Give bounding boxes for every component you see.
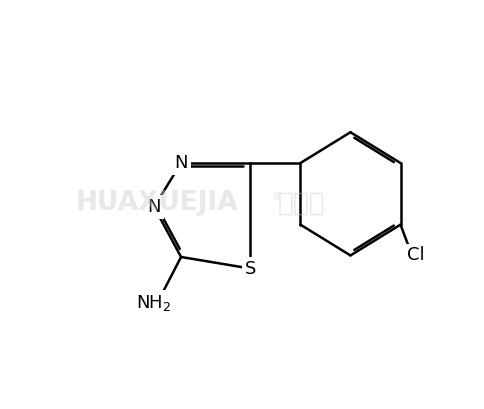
Text: N: N xyxy=(174,154,188,172)
Text: ®: ® xyxy=(271,192,281,202)
Text: Cl: Cl xyxy=(407,247,425,265)
Text: HUAXUEJIA: HUAXUEJIA xyxy=(76,190,238,216)
Text: 化学加: 化学加 xyxy=(277,190,325,216)
Text: NH$_2$: NH$_2$ xyxy=(136,293,172,313)
Text: S: S xyxy=(245,260,256,278)
Text: N: N xyxy=(147,198,161,216)
